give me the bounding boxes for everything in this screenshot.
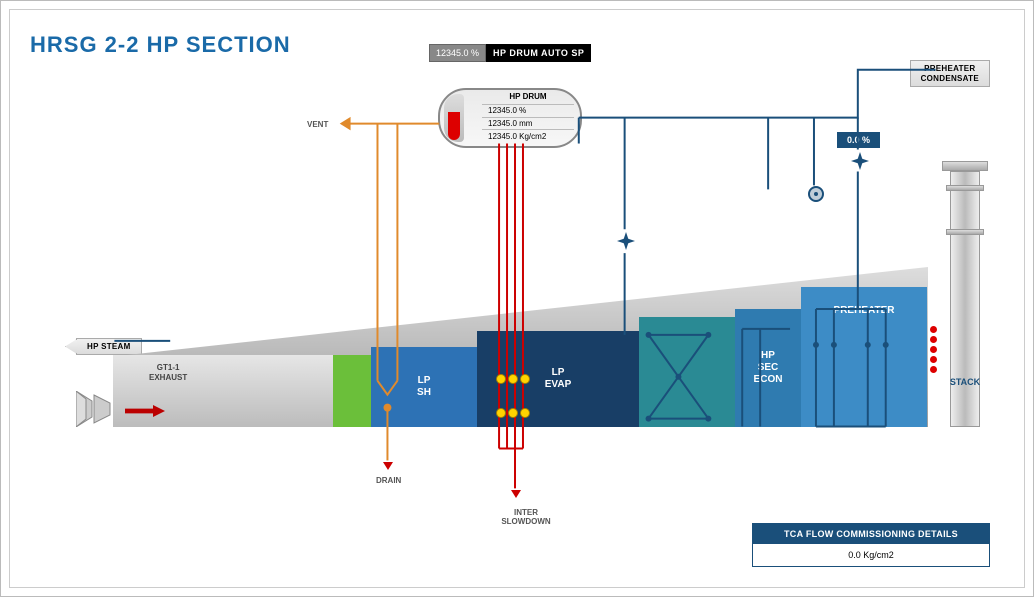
hp-drum[interactable]: HP DRUM 12345.0 % 12345.0 mm 12345.0 Kg/… — [438, 88, 582, 148]
preheater-condensate-text: PREHEATERCONDENSATE — [921, 64, 979, 83]
hp-drum-auto-sp-label: HP DRUM AUTO SP — [486, 44, 591, 62]
gt-exhaust-inlet: GT1-1EXHAUST — [113, 355, 333, 427]
valve-icon-2[interactable] — [849, 150, 871, 172]
preheater-condensate-tag: PREHEATERCONDENSATE — [910, 60, 990, 87]
stack: STACK — [942, 161, 988, 427]
pump-icon[interactable] — [807, 185, 825, 203]
vent-label: VENT — [307, 120, 328, 129]
commissioning-panel[interactable]: TCA FLOW COMMISSIONING DETAILS 0.0 Kg/cm… — [752, 523, 990, 567]
header-dot — [496, 408, 506, 418]
header-dot — [496, 374, 506, 384]
hrsg-diagram: HRSG 2-2 HP SECTION 12345.0 % HP DRUM AU… — [0, 0, 1034, 597]
header-dot — [508, 374, 518, 384]
drum-reading-1: 12345.0 % — [482, 104, 574, 117]
drum-reading-3: 12345.0 Kg/cm2 — [482, 129, 574, 142]
hp-drum-auto-sp-value: 12345.0 % — [429, 44, 486, 62]
hp-drum-auto-sp[interactable]: 12345.0 % HP DRUM AUTO SP — [429, 44, 591, 62]
drain-label: DRAIN — [376, 476, 401, 485]
diagram-canvas: HRSG 2-2 HP SECTION 12345.0 % HP DRUM AU… — [9, 9, 1025, 588]
inter-slowdown-label: INTERSLOWDOWN — [496, 508, 556, 526]
drain-arrow-icon — [383, 462, 393, 470]
section-preheater[interactable]: PREHEATER — [801, 287, 927, 427]
inter-slowdown-arrow-icon — [511, 490, 521, 498]
section-teal — [639, 317, 735, 427]
header-dot — [520, 374, 530, 384]
gt-turbine-icon — [76, 391, 124, 427]
section-green — [333, 355, 371, 427]
section-lp-sh[interactable]: LPSH — [371, 347, 477, 427]
valve-position-badge[interactable]: 0.0 % — [837, 132, 880, 148]
stack-sensor-dots — [930, 326, 937, 373]
hp-drum-header: HP DRUM — [482, 92, 574, 101]
drum-level-indicator — [448, 112, 460, 140]
section-hp-sec-econ[interactable]: HPSECECON — [735, 309, 801, 427]
header-dot — [508, 408, 518, 418]
gt-exhaust-label: GT1-1EXHAUST — [149, 363, 187, 382]
hp-steam-tag: HP STEAM — [76, 338, 142, 355]
commissioning-value: 0.0 Kg/cm2 — [753, 544, 989, 566]
commissioning-header: TCA FLOW COMMISSIONING DETAILS — [753, 524, 989, 544]
drum-reading-2: 12345.0 mm — [482, 117, 574, 130]
stack-label: STACK — [942, 377, 988, 387]
header-dot — [520, 408, 530, 418]
page-title: HRSG 2-2 HP SECTION — [30, 32, 291, 58]
exhaust-flow-arrow-icon — [125, 405, 165, 417]
valve-icon-1[interactable] — [615, 230, 637, 252]
